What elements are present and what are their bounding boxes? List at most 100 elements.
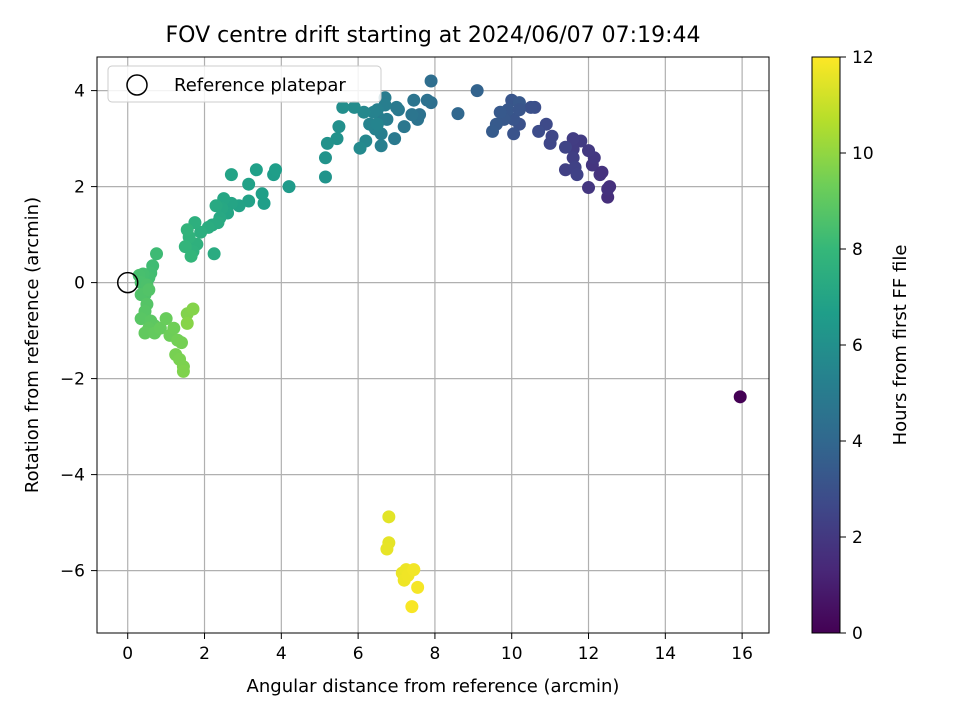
- data-point: [380, 542, 394, 556]
- data-point: [184, 249, 198, 263]
- data-point: [153, 321, 167, 335]
- legend-reference-label: Reference platepar: [174, 75, 346, 96]
- data-point: [224, 168, 238, 182]
- data-point: [486, 124, 500, 138]
- data-point: [318, 151, 332, 165]
- x-tick-label: 14: [654, 644, 676, 664]
- x-tick-label: 8: [430, 644, 441, 664]
- data-point: [374, 139, 388, 153]
- x-axis-label: Angular distance from reference (arcmin): [247, 676, 620, 697]
- data-point: [382, 510, 396, 524]
- data-point: [595, 165, 609, 179]
- colorbar-label: Hours from first FF file: [890, 245, 911, 446]
- data-point: [357, 105, 371, 119]
- colorbar-tick-label: 8: [852, 240, 863, 260]
- data-point: [138, 326, 152, 340]
- x-tick-label: 12: [578, 644, 600, 664]
- data-point: [255, 187, 269, 201]
- data-point: [174, 336, 188, 350]
- y-tick-label: 2: [74, 178, 85, 198]
- colorbar-tick-label: 2: [852, 528, 863, 548]
- legend-box: [107, 65, 382, 103]
- x-tick-label: 6: [353, 644, 364, 664]
- data-point: [332, 120, 346, 134]
- data-point: [407, 93, 421, 107]
- data-point: [582, 181, 596, 195]
- data-point: [493, 105, 507, 119]
- plot-frame: [96, 56, 770, 634]
- data-point: [180, 223, 194, 237]
- data-point: [524, 100, 538, 114]
- y-axis-label: Rotation from reference (arcmin): [22, 197, 43, 493]
- grid-lines: [97, 57, 769, 633]
- data-point: [282, 180, 296, 194]
- data-point: [209, 199, 223, 213]
- colorbar-ticks: 0 2 4 6 8 10 12: [840, 48, 874, 644]
- reference-platepar-marker: [116, 271, 139, 294]
- data-point: [336, 100, 350, 114]
- x-tick-label: 10: [501, 644, 523, 664]
- x-tick-label: 0: [122, 644, 133, 664]
- data-point: [405, 108, 419, 122]
- data-point: [180, 316, 194, 330]
- data-point: [424, 74, 438, 88]
- data-point: [370, 117, 384, 131]
- data-point: [570, 168, 584, 182]
- data-point: [532, 124, 546, 138]
- data-point: [507, 127, 521, 141]
- data-point: [167, 321, 181, 335]
- x-tick-label: 4: [276, 644, 287, 664]
- scatter-points: [116, 74, 747, 614]
- data-point: [318, 170, 332, 184]
- colorbar-tick-label: 6: [852, 336, 863, 356]
- data-point: [733, 390, 747, 404]
- colorbar-tick-label: 10: [852, 144, 874, 164]
- x-tick-label: 2: [199, 644, 210, 664]
- data-point: [507, 112, 521, 126]
- y-tick-label: 0: [74, 274, 85, 294]
- colorbar-tick-label: 4: [852, 432, 863, 452]
- data-point: [558, 140, 572, 154]
- data-point: [176, 364, 190, 378]
- colorbar: [811, 56, 841, 634]
- data-point: [470, 84, 484, 98]
- data-point: [347, 100, 361, 114]
- data-point: [320, 136, 334, 150]
- data-point: [178, 240, 192, 254]
- data-point: [150, 247, 164, 261]
- legend: Reference platepar: [107, 65, 382, 103]
- data-point: [142, 283, 156, 297]
- y-tick-label: −6: [60, 562, 85, 582]
- data-point: [242, 177, 256, 191]
- data-point: [249, 163, 263, 177]
- data-point: [390, 100, 404, 114]
- data-point: [566, 132, 580, 146]
- data-point: [330, 132, 344, 146]
- data-point: [405, 600, 419, 614]
- data-point: [388, 132, 402, 146]
- colorbar-tick-label: 0: [852, 624, 863, 644]
- legend-reference-marker: [126, 74, 148, 96]
- data-point: [211, 216, 225, 230]
- data-point: [545, 129, 559, 143]
- data-point: [353, 141, 367, 155]
- data-point: [207, 247, 221, 261]
- colorbar-tick-label: 12: [852, 48, 874, 68]
- axis-ticks: 0 2 4 6 8 10 12 14 16 −6 −4 −2 0 2 4: [60, 82, 753, 664]
- data-point: [186, 302, 200, 316]
- chart-title: FOV centre drift starting at 2024/06/07 …: [166, 23, 701, 48]
- data-point: [512, 103, 526, 117]
- data-point: [601, 182, 615, 196]
- y-tick-label: 4: [74, 82, 85, 102]
- y-tick-label: −2: [60, 370, 85, 390]
- data-point: [397, 120, 411, 134]
- data-point: [582, 144, 596, 158]
- data-point: [451, 107, 465, 121]
- data-point: [407, 563, 421, 577]
- y-tick-label: −4: [60, 466, 85, 486]
- data-point: [411, 580, 425, 594]
- data-point: [242, 194, 256, 208]
- x-tick-label: 16: [731, 644, 753, 664]
- data-point: [159, 312, 173, 326]
